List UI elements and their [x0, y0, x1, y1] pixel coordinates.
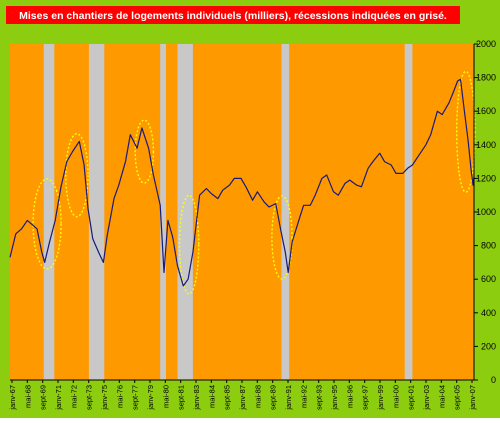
chart-title: Mises en chantiers de logements individu…: [19, 10, 447, 22]
x-tick-label: sept-97: [361, 385, 370, 410]
title-box: [6, 6, 460, 24]
recession-band: [177, 44, 193, 380]
x-tick-label: sept-77: [131, 385, 140, 410]
trough-marker: [65, 132, 89, 218]
recession-band: [160, 44, 166, 380]
x-tick-label: janv-71: [54, 385, 63, 411]
recession-band: [88, 44, 105, 380]
x-tick-label: mai-96: [345, 385, 354, 408]
y-tick-label: 1800: [476, 73, 496, 83]
x-tick-label: sept-69: [39, 385, 48, 410]
trough-markers: [32, 70, 476, 295]
x-tick-label: mai-84: [207, 385, 216, 408]
x-tick-label: mai-88: [253, 385, 262, 408]
y-tick-label: 1600: [476, 106, 496, 116]
x-axis: janv-67 mai-68 sept-69 janv-71 mai-72 sept-73…: [8, 380, 477, 411]
plot-area: [10, 44, 474, 380]
x-tick-label: mai-72: [69, 385, 78, 408]
recession-band: [404, 44, 413, 380]
x-tick-label: sept-73: [85, 385, 94, 410]
x-tick-label: janv-79: [146, 385, 155, 411]
x-tick-label: sept-93: [315, 385, 324, 410]
x-tick-label: mai-76: [115, 385, 124, 408]
x-tick-label: janv-91: [284, 385, 293, 411]
x-tick-label: janv-83: [192, 385, 201, 411]
y-tick-label: 600: [481, 274, 496, 284]
x-tick-label: janv-87: [238, 385, 247, 411]
y-tick-label: 800: [481, 241, 496, 251]
x-tick-label: mai-68: [23, 385, 32, 408]
x-tick-label: mai-92: [299, 385, 308, 408]
x-tick-label: sept-81: [177, 385, 186, 410]
x-tick-label: janv-67: [8, 385, 17, 411]
series-line: [9, 78, 475, 287]
y-tick-label: 1400: [476, 140, 496, 150]
y-tick-label: 1000: [476, 207, 496, 217]
trough-marker: [271, 195, 293, 280]
x-tick-label: sept-85: [223, 385, 232, 410]
x-tick-label: mai-00: [391, 385, 400, 408]
x-tick-label: janv-99: [376, 385, 385, 411]
x-tick-label: sept-01: [407, 385, 416, 410]
y-tick-label: 1200: [476, 173, 496, 183]
trough-marker: [455, 70, 476, 193]
y-tick-label: 400: [481, 308, 496, 318]
x-tick-label: sept-05: [453, 385, 462, 410]
trough-marker: [134, 119, 155, 184]
recession-bands: [43, 44, 413, 380]
x-tick-label: mai-04: [437, 385, 446, 408]
x-tick-label: janv-75: [100, 385, 109, 411]
y-tick-label: 200: [481, 341, 496, 351]
x-tick-label: sept-89: [269, 385, 278, 410]
x-tick-label: janv-07: [468, 385, 477, 411]
x-tick-label: janv-03: [422, 385, 431, 411]
series-lines: [9, 78, 475, 287]
x-tick-label: mai-80: [161, 385, 170, 408]
trough-marker: [32, 178, 62, 270]
y-tick-label: 0: [491, 375, 496, 385]
trough-marker: [178, 194, 200, 295]
recession-band: [43, 44, 55, 380]
y-axis: 0 200 400 600 800 1000 1200 1400 1600 1800 2000: [474, 39, 496, 385]
x-tick-label: janv-95: [330, 385, 339, 411]
y-tick-label: 2000: [476, 39, 496, 49]
recession-band: [281, 44, 290, 380]
